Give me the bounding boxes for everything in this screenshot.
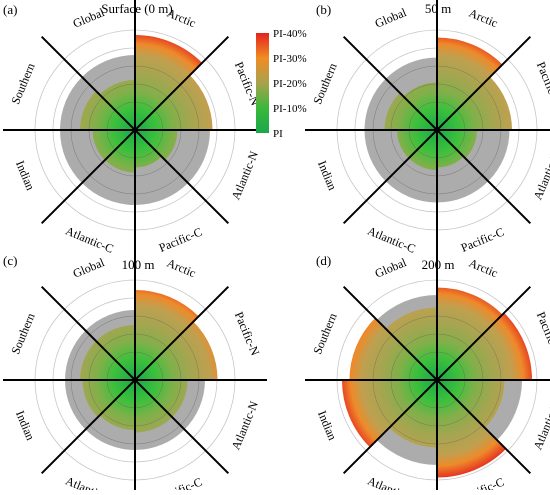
spoke-line: [40, 35, 230, 225]
sector-label: Indian: [13, 159, 38, 193]
sector-label: Pacific-C: [157, 475, 204, 490]
panel-title: 200 m: [422, 257, 455, 272]
panel-letter: (d): [316, 253, 331, 268]
panel-title: 100 m: [122, 257, 155, 272]
sector-label: Indian: [13, 409, 38, 443]
sector-arctic: [135, 35, 203, 130]
sector-atlantic-n: [135, 380, 188, 418]
sector-label: Global: [373, 255, 409, 281]
sector-atlantic-c: [389, 380, 437, 448]
sector-label: Arctic: [467, 256, 500, 280]
sector-indian: [92, 130, 135, 161]
sector-pacific-n: [135, 321, 218, 380]
sector-label: Pacific-N: [534, 310, 550, 358]
panel-letter: (c): [3, 253, 17, 268]
sector-indian: [82, 380, 135, 418]
sector-pacific-n: [437, 312, 532, 380]
spoke-line: [342, 285, 532, 475]
spoke-line: [40, 285, 230, 475]
sector-label: Arctic: [165, 256, 198, 280]
sector-pacific-c: [135, 380, 173, 433]
sector-label: Pacific-C: [459, 225, 506, 255]
color-scale-label: PI: [273, 128, 283, 140]
sector-global: [403, 82, 437, 130]
panel-3: ArcticPacific-NAtlantic-NPacific-CAtlant…: [3, 248, 267, 495]
sector-label: Pacific-C: [459, 475, 506, 490]
sector-indian: [397, 130, 437, 159]
panel-title: Surface (0 m): [101, 1, 172, 16]
sector-label: Atlantic-N: [228, 149, 261, 202]
sector-label: Global: [373, 5, 409, 31]
sector-southern: [80, 341, 135, 380]
sector-label: Indian: [315, 409, 340, 443]
sector-label: Arctic: [467, 6, 500, 30]
sector-label: Atlantic-C: [365, 224, 417, 256]
sector-atlantic-c: [104, 130, 135, 173]
panel-1: ArcticPacific-NAtlantic-NPacific-CAtlant…: [3, 0, 267, 262]
panel-4: ArcticPacific-NAtlantic-NPacific-CAtlant…: [305, 248, 550, 495]
sector-global: [385, 307, 437, 380]
sector-atlantic-n: [437, 380, 505, 428]
sector-label: Atlantic-N: [228, 399, 261, 452]
color-scale-label: PI-30%: [273, 53, 307, 65]
sector-pacific-c: [437, 380, 506, 478]
color-scale-bar: [256, 33, 269, 133]
sector-atlantic-c: [408, 130, 437, 170]
sector-label: Southern: [310, 311, 340, 356]
sector-pacific-c: [437, 130, 464, 168]
sector-pacific-c: [135, 130, 162, 168]
color-scale-label: PI-20%: [273, 78, 307, 90]
sector-global: [96, 325, 135, 380]
panel-letter: (a): [3, 2, 17, 17]
sector-label: Pacific-N: [534, 60, 550, 108]
sector-pacific-n: [135, 75, 213, 130]
panel-title: 50 m: [425, 1, 451, 16]
sector-label: Global: [71, 255, 107, 281]
color-scale-legend: PI-40% PI-30% PI-20% PI-10% PI: [256, 28, 307, 140]
sector-label: Indian: [315, 159, 340, 193]
sector-arctic: [135, 290, 199, 380]
sector-label: Southern: [8, 61, 38, 106]
sector-label: Pacific-N: [232, 310, 263, 358]
color-scale-label: PI-10%: [273, 103, 307, 115]
sector-label: Pacific-C: [157, 225, 204, 255]
sector-indian: [342, 380, 437, 448]
sector-southern: [384, 92, 437, 130]
sector-arctic: [437, 287, 503, 380]
panel-letter: (b): [316, 2, 331, 17]
spoke-line: [342, 35, 532, 225]
sector-arctic: [437, 37, 503, 130]
sector-southern: [349, 318, 437, 380]
panel-2: ArcticPacific-NAtlantic-NPacific-CAtlant…: [305, 0, 550, 262]
sector-label: Atlantic-C: [63, 224, 115, 256]
sector-atlantic-n: [135, 130, 178, 161]
sector-atlantic-n: [437, 130, 477, 159]
sector-label: Southern: [8, 311, 38, 356]
sector-label: Southern: [310, 61, 340, 106]
color-scale-label: PI-40%: [273, 28, 307, 40]
sector-southern: [80, 91, 135, 130]
